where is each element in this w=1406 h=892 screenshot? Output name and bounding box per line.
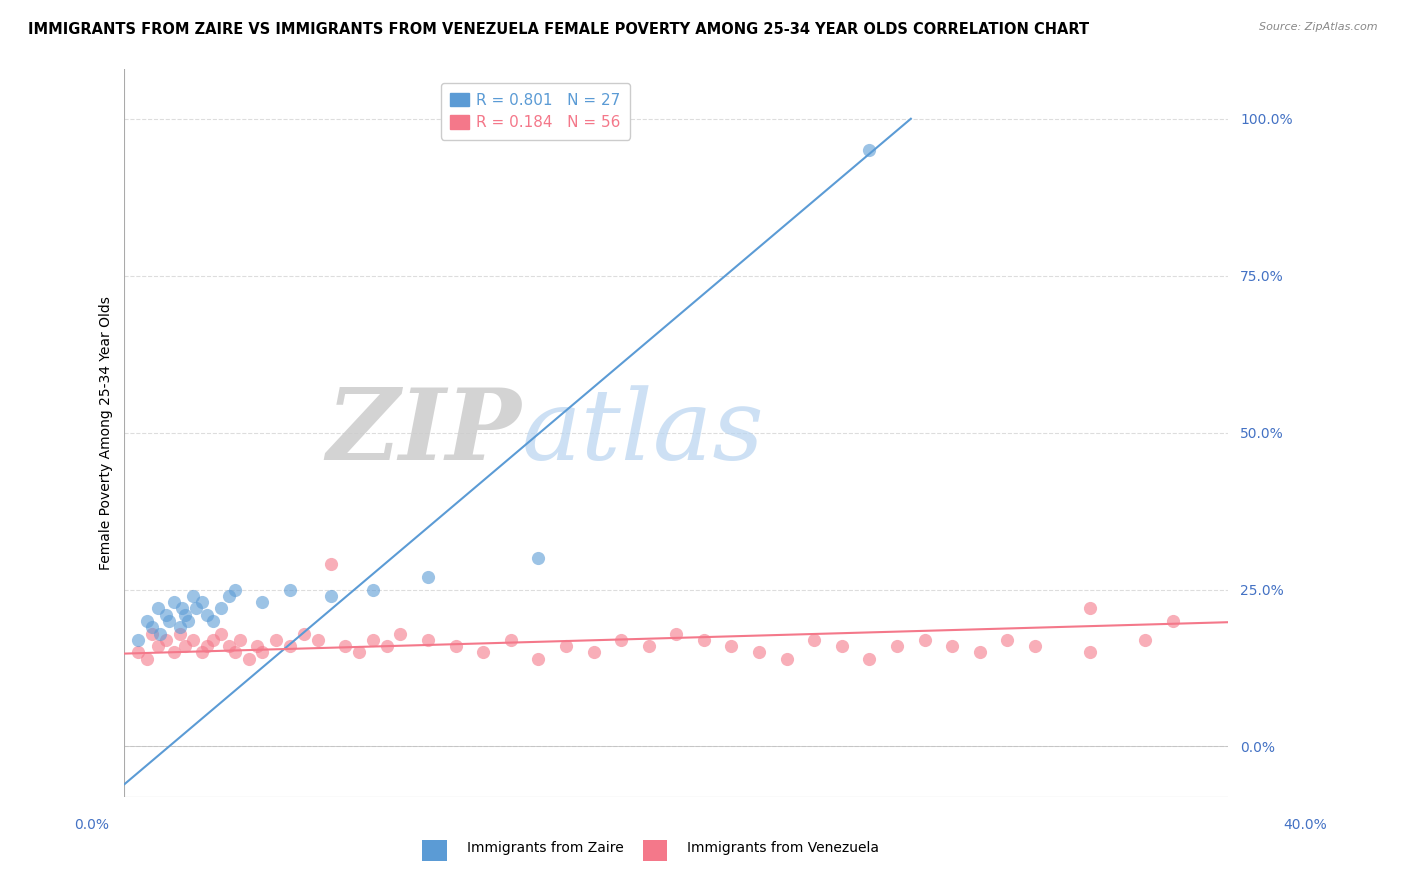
Point — [997, 632, 1019, 647]
Point — [969, 645, 991, 659]
FancyBboxPatch shape — [643, 840, 668, 861]
Point — [146, 601, 169, 615]
Point — [748, 645, 770, 659]
Point — [127, 632, 149, 647]
Point — [218, 639, 240, 653]
Point — [278, 639, 301, 653]
Point — [416, 632, 439, 647]
Point — [174, 639, 197, 653]
Point — [416, 570, 439, 584]
Point — [169, 626, 191, 640]
Point — [163, 595, 186, 609]
Point — [169, 620, 191, 634]
Point — [914, 632, 936, 647]
Point — [127, 645, 149, 659]
Point — [209, 601, 232, 615]
Point — [307, 632, 329, 647]
Text: 40.0%: 40.0% — [1282, 818, 1327, 832]
Point — [135, 614, 157, 628]
Point — [527, 551, 550, 566]
Point — [195, 607, 218, 622]
Point — [155, 607, 177, 622]
Point — [1024, 639, 1046, 653]
Point — [183, 632, 205, 647]
Text: Immigrants from Zaire: Immigrants from Zaire — [467, 840, 623, 855]
Point — [941, 639, 963, 653]
Point — [190, 645, 212, 659]
Point — [224, 645, 246, 659]
Point — [172, 601, 194, 615]
Point — [720, 639, 742, 653]
Point — [186, 601, 208, 615]
Point — [155, 632, 177, 647]
Point — [252, 645, 274, 659]
Point — [886, 639, 908, 653]
Text: IMMIGRANTS FROM ZAIRE VS IMMIGRANTS FROM VENEZUELA FEMALE POVERTY AMONG 25-34 YE: IMMIGRANTS FROM ZAIRE VS IMMIGRANTS FROM… — [28, 22, 1090, 37]
Point — [858, 143, 880, 157]
Point — [389, 626, 412, 640]
Point — [209, 626, 232, 640]
Point — [174, 607, 197, 622]
Point — [149, 626, 172, 640]
Point — [157, 614, 180, 628]
Point — [163, 645, 186, 659]
Point — [321, 589, 343, 603]
Point — [218, 589, 240, 603]
Point — [238, 651, 260, 665]
Point — [1161, 614, 1184, 628]
Point — [201, 614, 224, 628]
Point — [229, 632, 252, 647]
Point — [252, 595, 274, 609]
FancyBboxPatch shape — [422, 840, 447, 861]
Point — [693, 632, 716, 647]
Text: 0.0%: 0.0% — [75, 818, 108, 832]
Point — [278, 582, 301, 597]
Point — [637, 639, 659, 653]
Point — [292, 626, 315, 640]
Point — [190, 595, 212, 609]
Text: Immigrants from Venezuela: Immigrants from Venezuela — [688, 840, 879, 855]
Point — [141, 626, 163, 640]
Point — [582, 645, 605, 659]
Point — [183, 589, 205, 603]
Point — [141, 620, 163, 634]
Point — [177, 614, 200, 628]
Point — [858, 651, 880, 665]
Point — [555, 639, 578, 653]
Point — [499, 632, 522, 647]
Legend: R = 0.801   N = 27, R = 0.184   N = 56: R = 0.801 N = 27, R = 0.184 N = 56 — [441, 84, 630, 139]
Point — [1078, 601, 1101, 615]
Y-axis label: Female Poverty Among 25-34 Year Olds: Female Poverty Among 25-34 Year Olds — [100, 295, 114, 570]
Text: Source: ZipAtlas.com: Source: ZipAtlas.com — [1260, 22, 1378, 32]
Point — [195, 639, 218, 653]
Point — [361, 582, 384, 597]
Point — [135, 651, 157, 665]
Point — [776, 651, 799, 665]
Point — [224, 582, 246, 597]
Point — [1078, 645, 1101, 659]
Point — [246, 639, 269, 653]
Point — [347, 645, 370, 659]
Point — [321, 558, 343, 572]
Text: ZIP: ZIP — [326, 384, 522, 481]
Point — [444, 639, 467, 653]
Point — [264, 632, 287, 647]
Point — [803, 632, 825, 647]
Point — [527, 651, 550, 665]
Point — [335, 639, 357, 653]
Point — [375, 639, 398, 653]
Point — [146, 639, 169, 653]
Text: atlas: atlas — [522, 385, 765, 480]
Point — [361, 632, 384, 647]
Point — [610, 632, 633, 647]
Point — [665, 626, 688, 640]
Point — [472, 645, 495, 659]
Point — [831, 639, 853, 653]
Point — [201, 632, 224, 647]
Point — [1135, 632, 1157, 647]
